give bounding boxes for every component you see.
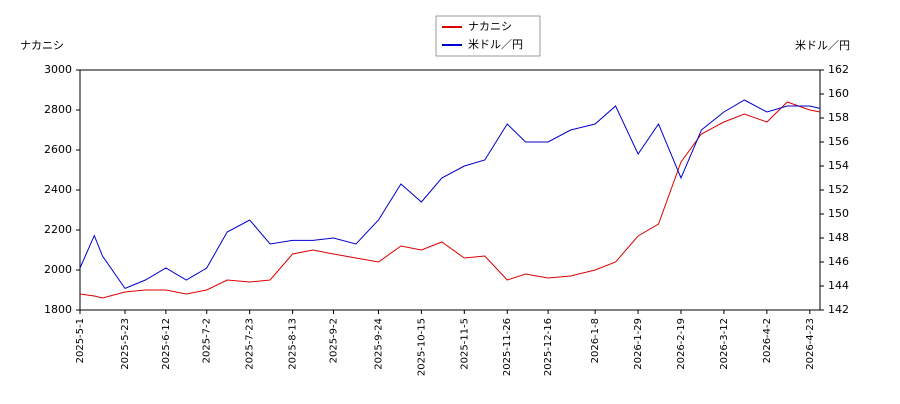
y-tick-label: 3000 [44, 63, 72, 76]
y2-tick-label: 144 [828, 279, 849, 292]
x-tick-label: 2026-1-8 [590, 318, 601, 363]
y-tick-label: 2000 [44, 263, 72, 276]
legend [435, 15, 541, 57]
x-tick-label: 2025-8-13 [288, 318, 299, 370]
plot-frame [79, 69, 821, 311]
y2-tick-label: 150 [828, 207, 849, 220]
x-tick-label: 2025-5-23 [120, 318, 131, 370]
x-tick-label: 2025-9-2 [328, 318, 339, 363]
y2-tick-label: 142 [828, 303, 849, 316]
y2-tick-label: 156 [828, 135, 849, 148]
y-tick-label: 2800 [44, 103, 72, 116]
x-tick-label: 2026-3-12 [719, 318, 730, 370]
x-tick-label: 2025-9-24 [373, 318, 384, 370]
x-tick-label: 2025-7-23 [245, 318, 256, 370]
y-axis-label: ナカニシ [20, 39, 64, 52]
y-tick-label: 1800 [44, 303, 72, 316]
y2-tick-label: 152 [828, 183, 849, 196]
y2-tick-label: 158 [828, 111, 849, 124]
x-tick-label: 2026-4-2 [762, 318, 773, 363]
x-tick-label: 2026-4-23 [805, 318, 816, 370]
x-tick-label: 2025-10-15 [416, 318, 427, 376]
y2-tick-label: 148 [828, 231, 849, 244]
x-tick-label: 2025-12-16 [543, 318, 554, 376]
x-tick-label: 2025-6-12 [161, 318, 172, 370]
series-line [79, 101, 821, 299]
legend-label: ナカニシ [468, 20, 512, 33]
y-tick-label: 2600 [44, 143, 72, 156]
y2-axis-label: 米ドル／円 [795, 39, 850, 52]
x-tick-label: 2026-2-19 [676, 318, 687, 370]
y2-tick-label: 162 [828, 63, 849, 76]
y2-tick-label: 160 [828, 87, 849, 100]
x-tick-label: 2025-11-26 [502, 318, 513, 376]
legend-label: 米ドル／円 [468, 38, 523, 51]
x-tick-label: 2026-1-29 [633, 318, 644, 370]
series-line [79, 99, 821, 290]
x-tick-label: 2025-11-5 [459, 318, 470, 370]
x-tick-label: 2025-7-2 [202, 318, 213, 363]
y-tick-label: 2400 [44, 183, 72, 196]
y2-tick-label: 146 [828, 255, 849, 268]
x-tick-label: 2025-5-1 [75, 318, 86, 363]
y2-tick-label: 154 [828, 159, 849, 172]
y-tick-label: 2200 [44, 223, 72, 236]
